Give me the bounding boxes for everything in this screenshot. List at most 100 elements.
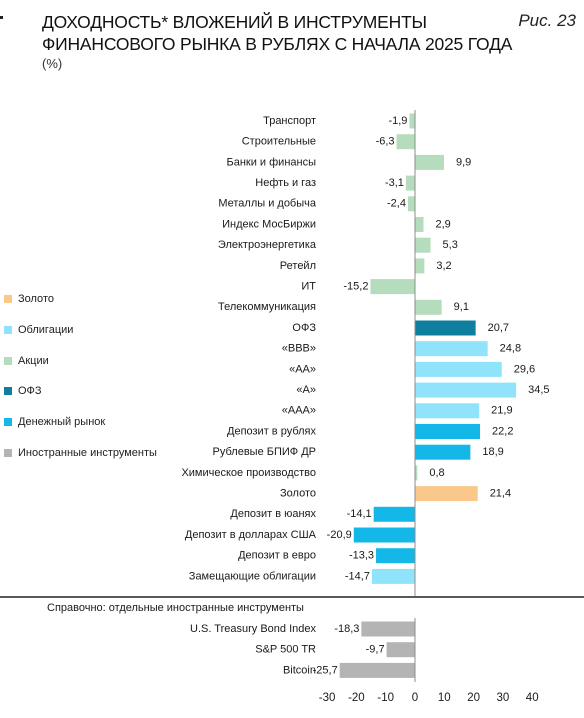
chart-title: ДОХОДНОСТЬ* ВЛОЖЕНИЙ В ИНСТРУМЕНТЫ ФИНАН… <box>42 11 578 73</box>
value-label-3: -3,1 <box>385 177 404 189</box>
x-tick-label-3: 0 <box>412 692 418 704</box>
legend-swatch <box>4 325 12 334</box>
category-label-9: Телекоммуникация <box>218 301 316 313</box>
bar-0 <box>409 113 415 129</box>
category-label-ref-1: S&P 500 TR <box>255 644 316 656</box>
bar-15 <box>415 424 481 439</box>
figure-label: Рис. 23 <box>518 11 576 30</box>
chart-title-line-2: ФИНАНСОВОГО РЫНКА В РУБЛЯХ С НАЧАЛА 2025… <box>42 34 513 54</box>
category-label-2: Банки и финансы <box>227 156 317 168</box>
value-label-4: -2,4 <box>387 198 406 210</box>
value-label-6: 5,3 <box>443 239 458 251</box>
value-label-2: 9,9 <box>456 156 471 168</box>
bar-9 <box>415 299 442 315</box>
bar-20 <box>353 527 415 543</box>
legend-swatch <box>4 387 12 396</box>
chart-title-line-1: ДОХОДНОСТЬ* ВЛОЖЕНИЙ В ИНСТРУМЕНТЫ <box>42 12 427 32</box>
category-label-4: Металлы и добыча <box>218 198 317 210</box>
category-label-15: Депозит в рублях <box>227 425 316 437</box>
value-label-15: 22,2 <box>492 425 513 437</box>
bar-12 <box>415 361 502 377</box>
bar-ref-1 <box>386 642 415 658</box>
bar-2 <box>415 154 445 170</box>
value-label-13: 34,5 <box>528 384 549 396</box>
bar-7 <box>415 258 425 274</box>
x-tick-label-6: 30 <box>497 692 510 704</box>
category-label-5: Индекс МосБиржи <box>222 218 316 230</box>
value-label-12: 29,6 <box>514 363 535 375</box>
bar-17 <box>415 465 418 481</box>
chart-subtitle: (%) <box>42 56 63 71</box>
x-tick-label-5: 20 <box>467 692 480 704</box>
category-label-18: Золото <box>280 488 316 500</box>
category-label-3: Нефть и газ <box>255 177 316 189</box>
value-label-ref-0: -18,3 <box>334 623 359 635</box>
category-label-7: Ретейл <box>280 260 316 272</box>
bar-8 <box>370 279 415 295</box>
value-label-19: -14,1 <box>347 508 372 520</box>
bar-4 <box>407 196 415 212</box>
legend-swatch <box>4 418 12 427</box>
category-label-16: Рублевые БПИФ ДР <box>213 446 316 458</box>
category-label-13: «A» <box>296 384 316 396</box>
bar-18 <box>415 486 478 502</box>
category-label-19: Депозит в юанях <box>230 508 316 520</box>
category-label-21: Депозит в евро <box>238 550 316 562</box>
value-label-21: -13,3 <box>349 550 374 562</box>
bar-19 <box>373 506 415 522</box>
category-label-0: Транспорт <box>263 115 316 127</box>
bar-3 <box>405 175 415 191</box>
value-label-22: -14,7 <box>345 570 370 582</box>
value-label-ref-2: -25,7 <box>313 664 338 676</box>
reference-heading: Справочно: отдельные иностранные инструм… <box>47 602 304 614</box>
value-label-9: 9,1 <box>454 301 469 313</box>
legend-label: Иностранные инструменты <box>18 447 157 459</box>
bar-6 <box>415 237 431 253</box>
legend-swatch <box>4 449 12 457</box>
legend-label: Золото <box>18 293 54 305</box>
value-label-5: 2,9 <box>435 218 450 230</box>
value-label-20: -20,9 <box>327 529 352 541</box>
category-label-1: Строительные <box>242 136 316 148</box>
x-tick-label-7: 40 <box>526 692 539 704</box>
category-label-12: «AA» <box>289 363 316 375</box>
value-label-18: 21,4 <box>490 488 511 500</box>
bullet-marker <box>0 16 3 19</box>
legend-swatch <box>4 356 12 365</box>
bar-13 <box>415 382 517 398</box>
category-label-10: ОФЗ <box>292 322 316 334</box>
bar-11 <box>415 341 488 357</box>
bar-ref-0 <box>361 621 415 637</box>
category-label-22: Замещающие облигации <box>189 570 316 582</box>
bar-ref-2 <box>339 662 415 678</box>
bar-22 <box>371 568 415 584</box>
bar-21 <box>376 548 415 564</box>
bar-5 <box>415 217 424 232</box>
value-label-0: -1,9 <box>388 115 407 127</box>
bar-16 <box>415 444 471 460</box>
x-tick-label-2: -10 <box>377 692 394 704</box>
category-label-17: Химическое производство <box>181 467 316 479</box>
category-label-ref-0: U.S. Treasury Bond Index <box>190 623 316 635</box>
category-label-ref-2: Bitcoin <box>283 664 316 676</box>
value-label-17: 0,8 <box>429 467 444 479</box>
value-label-10: 20,7 <box>488 322 509 334</box>
value-label-14: 21,9 <box>491 405 512 417</box>
x-tick-label-1: -20 <box>348 692 365 704</box>
category-label-20: Депозит в долларах США <box>185 529 317 541</box>
legend-label: Денежный рынок <box>18 416 106 429</box>
category-label-6: Электроэнергетика <box>218 239 317 251</box>
legend-label: ОФЗ <box>18 385 42 398</box>
value-label-8: -15,2 <box>343 281 368 293</box>
value-label-11: 24,8 <box>500 343 521 355</box>
value-label-ref-1: -9,7 <box>366 644 385 656</box>
x-tick-label-0: -30 <box>319 692 336 704</box>
value-label-7: 3,2 <box>436 260 451 272</box>
category-label-8: ИТ <box>301 281 316 293</box>
category-label-14: «AAA» <box>282 405 316 417</box>
legend-label: Акции <box>18 354 49 367</box>
value-label-16: 18,9 <box>482 446 503 458</box>
value-label-1: -6,3 <box>376 136 395 148</box>
bar-1 <box>396 134 415 150</box>
